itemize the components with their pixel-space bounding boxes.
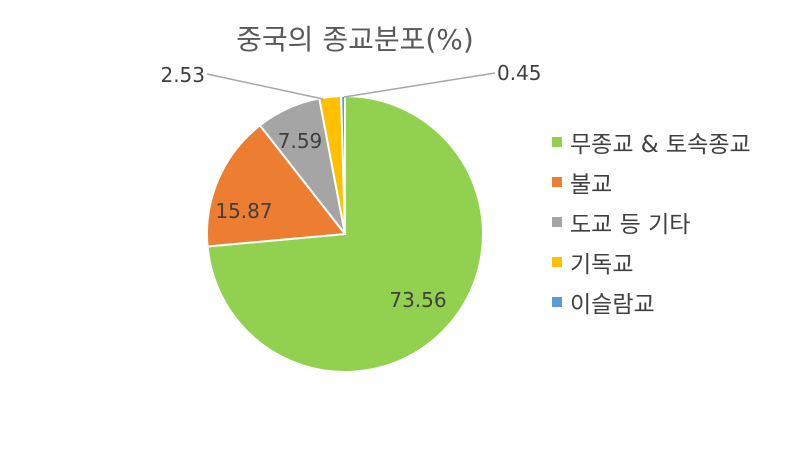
leader-line-islam [343,72,496,98]
legend-swatch [552,217,562,227]
pie-slice-islam [340,94,346,235]
legend-swatch [552,177,562,187]
data-label-christianity: 2.53 [160,63,205,87]
legend-item-none-folk: 무종교 & 토속종교 [552,122,751,162]
legend-item-christianity: 기독교 [552,242,751,282]
data-label-taoism-other: 7.59 [278,129,323,153]
leader-line-christianity [206,73,324,100]
legend-swatch [552,297,562,307]
data-labels: 73.56 15.87 7.59 2.53 0.45 [160,61,541,312]
legend-item-buddhism: 불교 [552,162,751,202]
legend-label: 이슬람교 [570,292,655,318]
data-label-none-folk: 73.56 [389,288,446,312]
leader-lines [206,72,496,100]
legend-label: 불교 [570,172,613,198]
pie-slices [206,94,484,373]
chart-title: 중국의 종교분포(%) [236,23,474,56]
data-label-islam: 0.45 [497,61,542,85]
legend-item-islam: 이슬람교 [552,282,751,322]
legend-item-taoism-other: 도교 등 기타 [552,202,751,242]
data-label-buddhism: 15.87 [215,199,272,223]
pie-slice-buddhism [206,123,347,248]
legend-label: 무종교 & 토속종교 [570,132,751,158]
legend-swatch [552,137,562,147]
legend-label: 도교 등 기타 [570,212,691,238]
legend-swatch [552,257,562,267]
legend-label: 기독교 [570,252,634,278]
